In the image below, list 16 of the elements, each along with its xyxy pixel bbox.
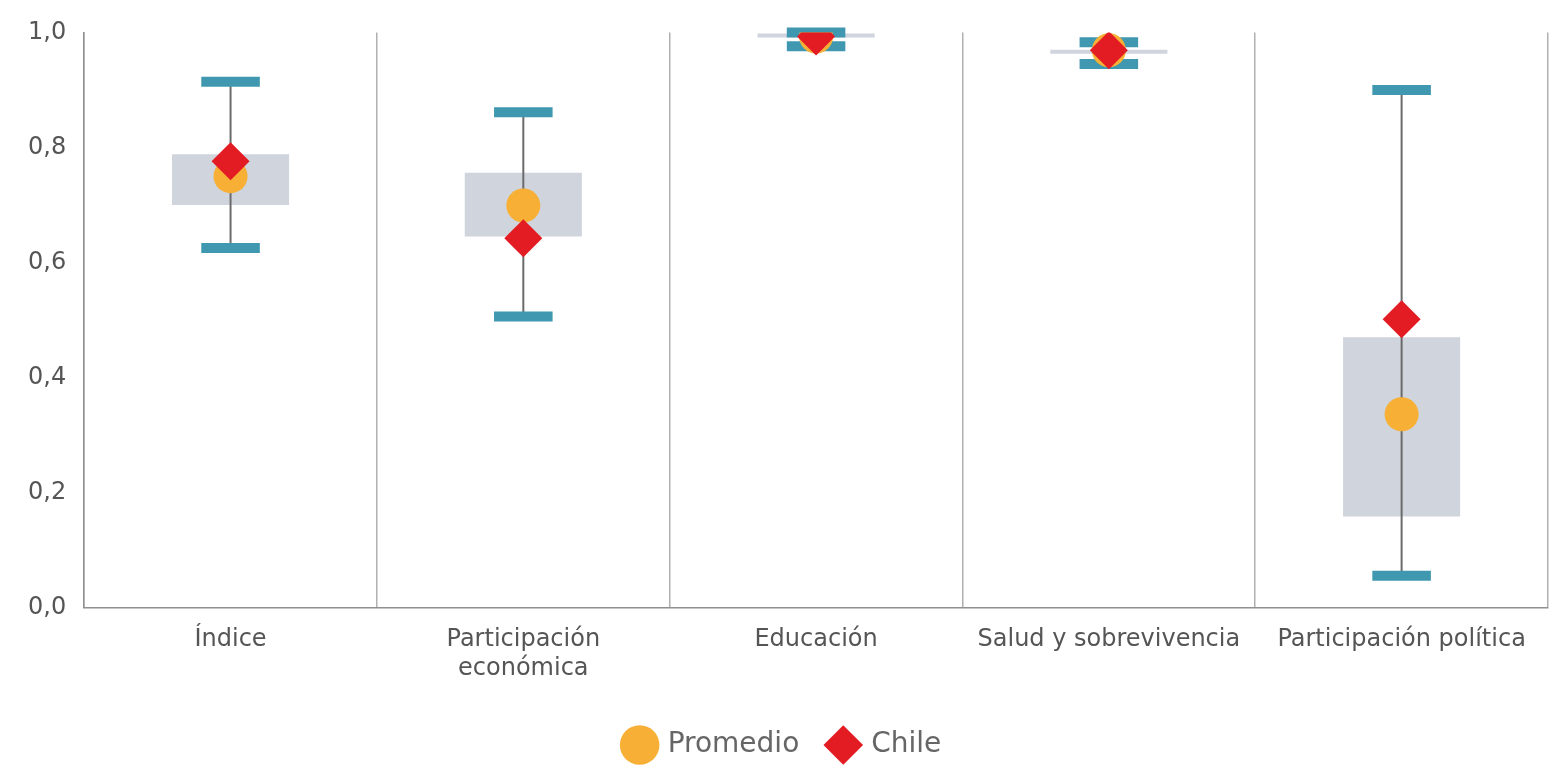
legend-label: Chile: [871, 726, 942, 760]
x-tick-label: Salud y sobrevivencia: [977, 624, 1241, 653]
y-tick-label: 0,6: [28, 246, 67, 275]
y-tick-label: 1,0: [28, 16, 67, 45]
legend-label: Promedio: [667, 726, 800, 760]
y-tick-label: 0,2: [28, 476, 67, 505]
point: [1384, 397, 1419, 432]
x-tick-label: Participación económica: [446, 624, 601, 681]
x-tick-label: Participación política: [1277, 624, 1526, 653]
x-tick-label: Educación: [754, 624, 878, 653]
x-tick-label: Índice: [194, 623, 267, 653]
y-tick-label: 0,8: [28, 131, 67, 160]
y-tick-label: 0,4: [28, 361, 67, 390]
y-tick-label: 0,0: [28, 591, 67, 620]
point: [1382, 300, 1421, 339]
point: [504, 219, 543, 258]
